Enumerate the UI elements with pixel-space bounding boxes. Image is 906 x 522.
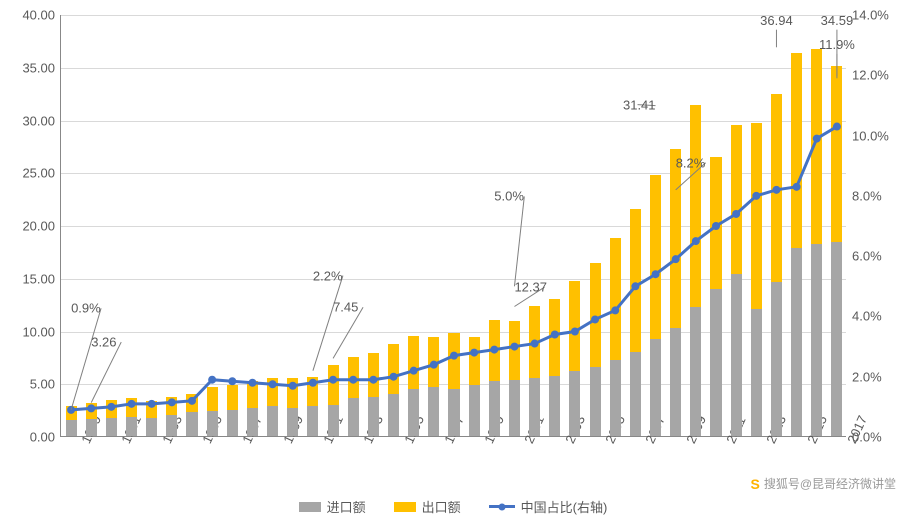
y-right-tick: 4.0% (846, 309, 882, 324)
y-right-tick: 12.0% (846, 68, 889, 83)
annotation-label: 34.59 (821, 13, 854, 28)
y-right-tick: 2.0% (846, 369, 882, 384)
y-left-tick: 0.00 (30, 430, 61, 445)
y-left-tick: 20.00 (22, 219, 61, 234)
annotation-leader (514, 196, 524, 286)
annotation-label: 7.45 (333, 300, 358, 315)
annotation-leader (91, 342, 121, 403)
chart-container: 0.00 5.00 10.00 15.00 20.00 25.00 30.00 35.00 40… (0, 0, 906, 522)
legend-swatch (299, 502, 321, 512)
y-right-tick: 10.0% (846, 128, 889, 143)
annotation-layer (61, 15, 847, 437)
annotation-label: 5.0% (494, 189, 524, 204)
annotation-label: 2.2% (313, 268, 343, 283)
watermark: S 搜狐号@昆哥经济微讲堂 (750, 475, 896, 492)
y-left-tick: 30.00 (22, 113, 61, 128)
annotation-label: 12.37 (514, 280, 547, 295)
annotation-leader (71, 308, 101, 410)
y-left-tick: 25.00 (22, 166, 61, 181)
legend-item: 中国占比(右轴) (489, 497, 608, 516)
y-right-tick: 6.0% (846, 249, 882, 264)
annotation-label: 36.94 (760, 13, 793, 28)
y-right-tick: 8.0% (846, 188, 882, 203)
plot-area: 0.005.0010.0015.0020.0025.0030.0035.0040… (60, 15, 846, 437)
y-left-tick: 15.00 (22, 271, 61, 286)
legend: 进口额 出口额 中国占比(右轴) (0, 497, 906, 516)
legend-label: 进口额 (327, 497, 366, 516)
legend-item: 出口额 (394, 497, 461, 516)
y-left-tick: 10.00 (22, 324, 61, 339)
annotation-leader (333, 307, 363, 358)
annotation-label: 11.9% (819, 37, 855, 52)
annotation-label: 0.9% (71, 301, 101, 316)
watermark-text: 搜狐号@昆哥经济微讲堂 (764, 475, 896, 492)
legend-line-swatch (489, 505, 515, 508)
legend-swatch (394, 502, 416, 512)
annotation-label: 31.41 (623, 97, 656, 112)
annotation-label: 8.2% (676, 155, 706, 170)
y-left-tick: 5.00 (30, 377, 61, 392)
legend-item: 进口额 (299, 497, 366, 516)
watermark-logo: S (750, 476, 759, 492)
y-left-tick: 40.00 (22, 8, 61, 23)
annotation-label: 3.26 (91, 335, 116, 350)
legend-label: 出口额 (422, 497, 461, 516)
y-left-tick: 35.00 (22, 60, 61, 75)
legend-label: 中国占比(右轴) (521, 497, 608, 516)
annotation-leader (313, 276, 343, 371)
